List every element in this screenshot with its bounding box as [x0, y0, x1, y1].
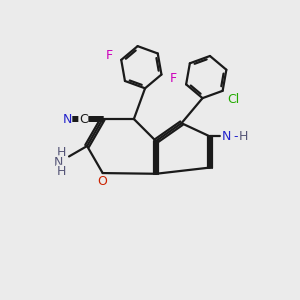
- Text: F: F: [169, 72, 177, 85]
- Text: F: F: [106, 49, 113, 62]
- Text: H: H: [56, 165, 66, 178]
- Text: N: N: [54, 156, 63, 169]
- Text: -: -: [233, 130, 238, 143]
- Text: N: N: [62, 112, 72, 125]
- Text: N: N: [221, 130, 231, 143]
- Text: C: C: [79, 112, 88, 125]
- Text: H: H: [56, 146, 66, 159]
- Text: H: H: [239, 130, 248, 143]
- Text: Cl: Cl: [227, 93, 239, 106]
- Text: O: O: [98, 176, 108, 188]
